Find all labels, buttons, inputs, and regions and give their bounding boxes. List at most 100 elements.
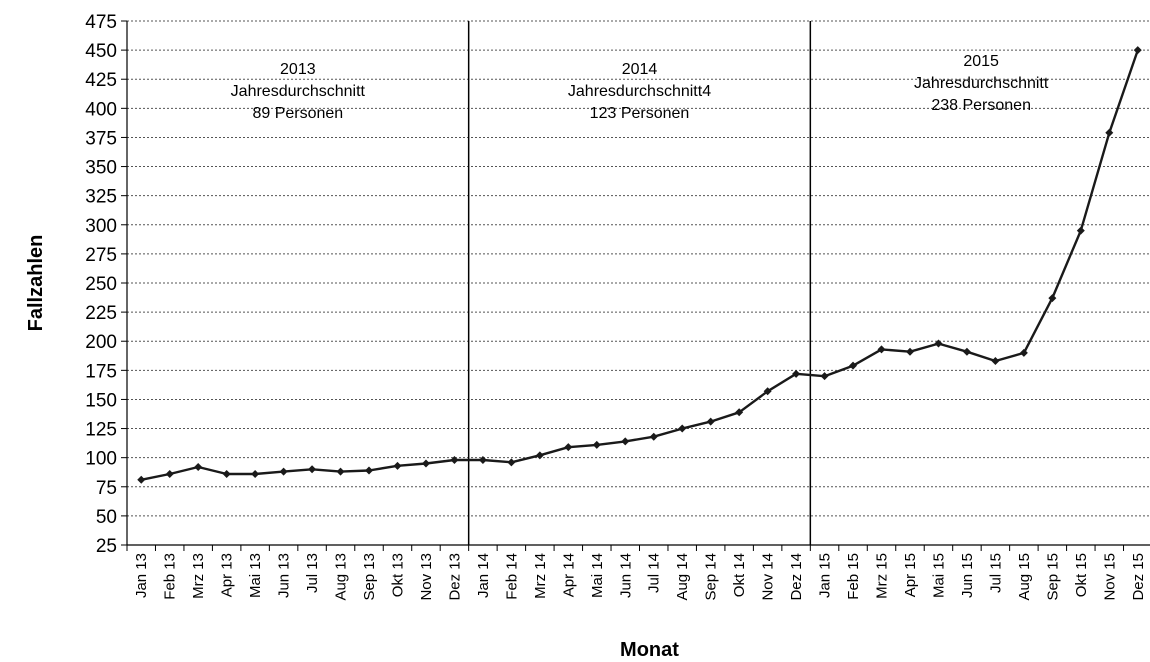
- data-point: [706, 417, 715, 426]
- annotation-line: Jahresdurchschnitt: [914, 75, 1049, 92]
- annotation-2015: 2015 Jahresdurchschnitt 238 Personen: [914, 53, 1049, 114]
- y-tick-label: 250: [85, 274, 117, 295]
- year-annotations: 2013 Jahresdurchschnitt 89 Personen 2014 Jah…: [231, 53, 1049, 122]
- data-point: [962, 347, 971, 356]
- y-tick-label: 475: [85, 12, 117, 33]
- x-tick-label: Dez 13: [446, 553, 463, 601]
- data-point: [1076, 226, 1085, 235]
- annotation-line: 89 Personen: [252, 105, 343, 122]
- data-point: [535, 451, 544, 460]
- data-point: [592, 440, 601, 449]
- x-tick-label: Aug 14: [674, 553, 691, 601]
- x-tick-label: Sep 13: [361, 553, 378, 601]
- y-tick-label: 125: [85, 420, 117, 441]
- y-tick-label: 275: [85, 245, 117, 266]
- annotation-line: 123 Personen: [590, 105, 690, 122]
- year-separators: [467, 21, 812, 545]
- x-tick-label: Feb 14: [503, 553, 520, 600]
- y-tick-label: 325: [85, 187, 117, 208]
- x-tick-labels: Jan 13 Feb 13 Mrz 13 Apr 13 Mai 13 Jun 13 Jul …: [133, 553, 1147, 601]
- data-point: [649, 432, 658, 441]
- annotation-line: 2013: [280, 61, 316, 78]
- data-point: [1019, 348, 1028, 357]
- data-point: [792, 369, 801, 378]
- data-point: [478, 455, 487, 464]
- data-point: [820, 372, 829, 381]
- data-point: [450, 455, 459, 464]
- y-tick-label: 375: [85, 128, 117, 149]
- annotation-line: Jahresdurchschnitt: [231, 83, 366, 100]
- data-point: [991, 357, 1000, 366]
- x-tick-label: Mrz 15: [874, 553, 891, 599]
- x-tick-label: Nov 14: [760, 553, 777, 601]
- y-tick-label: 75: [96, 478, 117, 499]
- series-line: [140, 49, 1139, 481]
- data-point: [507, 458, 516, 467]
- x-tick-label: Mai 13: [247, 553, 264, 598]
- x-tick-label: Mai 15: [930, 553, 947, 598]
- data-point: [735, 408, 744, 417]
- y-tick-label: 300: [85, 216, 117, 237]
- x-tick-label: Jul 15: [987, 553, 1004, 593]
- annotation-line: 238 Personen: [931, 97, 1031, 114]
- y-tick-label: 100: [85, 449, 117, 470]
- x-tick-label: Nov 13: [418, 553, 435, 601]
- data-point: [1133, 46, 1142, 55]
- data-point: [279, 467, 288, 476]
- data-point: [165, 469, 174, 478]
- x-tick-label: Apr 15: [902, 553, 919, 597]
- data-point: [365, 466, 374, 475]
- x-axis-title: Monat: [620, 639, 679, 661]
- annotation-2013: 2013 Jahresdurchschnitt 89 Personen: [231, 61, 366, 122]
- x-tick-label: Apr 14: [560, 553, 577, 597]
- data-point: [194, 462, 203, 471]
- x-tick-label: Nov 15: [1101, 553, 1118, 601]
- annotation-line: Jahresdurchschnitt4: [568, 83, 711, 100]
- data-point: [877, 345, 886, 354]
- x-tick-label: Mai 14: [589, 553, 606, 598]
- x-tick-label: Aug 15: [1016, 553, 1033, 601]
- annotation-line: 2015: [963, 53, 999, 70]
- data-point: [564, 443, 573, 452]
- series-fallzahlen: [137, 46, 1142, 484]
- x-tick-label: Dez 15: [1130, 553, 1147, 601]
- y-tick-label: 50: [96, 507, 117, 528]
- x-tick-label: Jan 14: [475, 553, 492, 598]
- data-point: [934, 339, 943, 348]
- data-point: [1048, 294, 1057, 303]
- x-tick-label: Apr 13: [219, 553, 236, 597]
- x-tick-label: Mrz 14: [532, 553, 549, 599]
- data-point: [763, 387, 772, 396]
- x-tick-label: Aug 13: [333, 553, 350, 601]
- data-point: [308, 465, 317, 474]
- gridlines: [127, 20, 1150, 517]
- x-tick-label: Sep 14: [703, 553, 720, 601]
- x-tick-label: Jan 13: [133, 553, 150, 598]
- data-point: [621, 437, 630, 446]
- y-tick-label: 25: [96, 536, 117, 557]
- axes: [121, 20, 1150, 551]
- x-tick-label: Okt 15: [1073, 553, 1090, 597]
- x-tick-label: Mrz 13: [190, 553, 207, 599]
- data-point: [421, 459, 430, 468]
- y-tick-label: 350: [85, 158, 117, 179]
- data-point: [1105, 128, 1114, 137]
- y-tick-label: 400: [85, 99, 117, 120]
- data-point: [137, 475, 146, 484]
- x-tick-label: Jun 14: [617, 553, 634, 598]
- data-point: [336, 467, 345, 476]
- x-tick-label: Feb 13: [162, 553, 179, 600]
- x-tick-label: Sep 15: [1044, 553, 1061, 601]
- annotation-line: 2014: [622, 61, 658, 78]
- y-tick-label: 200: [85, 332, 117, 353]
- x-tick-label: Jan 15: [817, 553, 834, 598]
- y-tick-label: 150: [85, 390, 117, 411]
- data-point: [222, 469, 231, 478]
- x-tick-label: Jun 13: [276, 553, 293, 598]
- y-tick-label: 225: [85, 303, 117, 324]
- x-tick-label: Okt 14: [731, 553, 748, 597]
- data-point: [251, 469, 260, 478]
- data-point: [678, 424, 687, 433]
- data-point: [905, 347, 914, 356]
